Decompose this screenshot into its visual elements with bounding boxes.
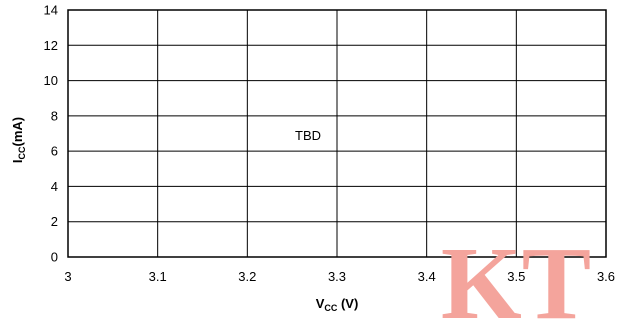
x-tick-label: 3.3 [328, 269, 346, 284]
tbd-annotation: TBD [295, 128, 321, 143]
y-tick-labels: 0 2 4 6 8 10 12 14 [44, 3, 58, 265]
x-axis-label: VCC (V) [316, 296, 359, 313]
y-tick-label: 4 [51, 179, 58, 194]
x-tick-label: 3 [64, 269, 71, 284]
x-tick-label: 3.2 [238, 269, 256, 284]
y-tick-label: 14 [44, 3, 58, 18]
y-tick-label: 2 [51, 214, 58, 229]
y-tick-label: 0 [51, 250, 58, 265]
y-tick-label: 12 [44, 38, 58, 53]
x-tick-label: 3.1 [149, 269, 167, 284]
y-tick-label: 6 [51, 144, 58, 159]
chart-grid [67, 9, 607, 258]
plot-frame [67, 9, 607, 258]
y-tick-label: 10 [44, 73, 58, 88]
kt-watermark: KT [441, 226, 591, 328]
x-tick-labels: 3 3.1 3.2 3.3 3.4 3.5 3.6 [64, 269, 615, 284]
x-tick-label: 3.4 [418, 269, 436, 284]
y-tick-label: 8 [51, 108, 58, 123]
y-axis-label: ICC(mA) [10, 117, 27, 163]
x-tick-label: 3.5 [507, 269, 525, 284]
x-tick-label: 3.6 [597, 269, 615, 284]
